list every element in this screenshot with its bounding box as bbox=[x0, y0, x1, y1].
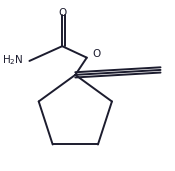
Text: O: O bbox=[58, 9, 66, 18]
Text: H$_2$N: H$_2$N bbox=[2, 53, 24, 67]
Text: O: O bbox=[93, 49, 101, 58]
